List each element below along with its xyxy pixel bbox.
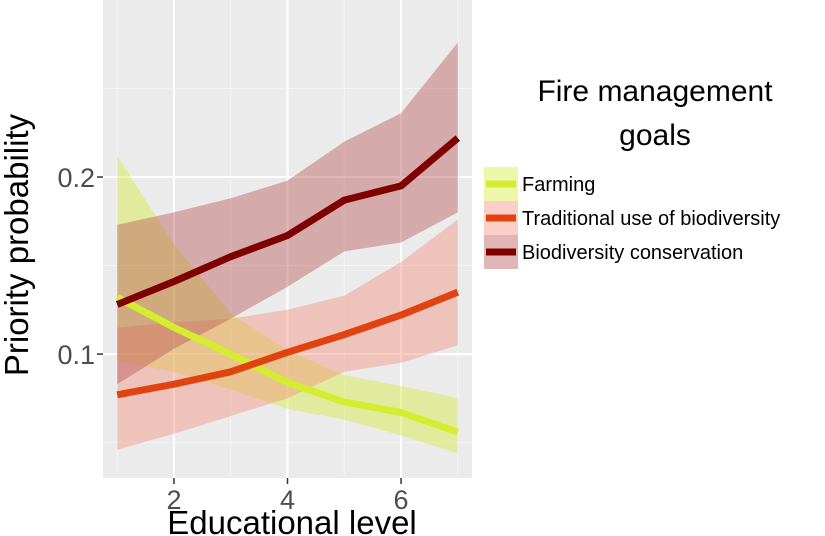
legend-keys: Farming Traditional use of biodiversity Bi… xyxy=(484,167,780,269)
x-tick-label: 4 xyxy=(280,485,295,515)
x-axis-title: Educational level xyxy=(167,504,417,536)
y-tick-label: 0.2 xyxy=(57,163,95,193)
y-axis-title: Priority probability xyxy=(0,113,35,376)
legend-label: Biodiversity conservation xyxy=(522,242,743,264)
legend-label: Traditional use of biodiversity xyxy=(522,208,780,230)
legend-title-line-2: goals xyxy=(619,119,691,152)
x-tick-label: 6 xyxy=(394,485,409,515)
x-tick-label: 2 xyxy=(166,485,181,515)
line-series-1 xyxy=(115,294,459,436)
line-series-3 xyxy=(115,135,461,308)
legend-title-line-1: Fire management xyxy=(537,75,773,108)
y-tick-label: 0.1 xyxy=(57,340,95,370)
ribbon-series-2 xyxy=(117,219,458,450)
series-lines xyxy=(115,135,461,436)
legend: Fire management goals Farming Traditional… xyxy=(484,75,780,269)
line-series-2 xyxy=(116,288,460,399)
axes: 2 4 6 0.1 0.2 xyxy=(57,163,408,515)
legend-label: Farming xyxy=(522,174,595,196)
ribbon-series-3 xyxy=(117,42,458,385)
